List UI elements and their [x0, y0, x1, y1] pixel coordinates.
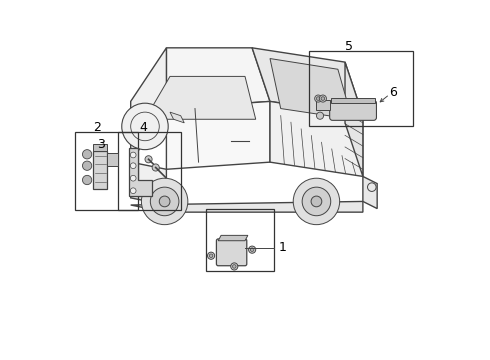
Circle shape — [130, 188, 136, 194]
Bar — [206, 208, 273, 271]
Polygon shape — [131, 180, 167, 205]
Polygon shape — [270, 102, 363, 176]
Circle shape — [207, 252, 215, 259]
Circle shape — [250, 248, 254, 251]
Polygon shape — [270, 59, 352, 119]
Polygon shape — [131, 162, 167, 187]
Text: 5: 5 — [344, 40, 353, 53]
Circle shape — [145, 156, 152, 163]
Polygon shape — [252, 48, 363, 116]
Text: 1: 1 — [279, 241, 287, 255]
Bar — [118, 132, 181, 210]
Polygon shape — [107, 153, 118, 166]
Polygon shape — [331, 98, 375, 103]
Bar — [75, 132, 138, 210]
Circle shape — [315, 95, 322, 102]
Polygon shape — [131, 202, 363, 212]
Circle shape — [130, 152, 136, 158]
FancyBboxPatch shape — [217, 239, 247, 266]
Circle shape — [317, 112, 323, 119]
Circle shape — [150, 187, 179, 216]
Bar — [309, 51, 413, 126]
Circle shape — [311, 196, 322, 207]
Circle shape — [130, 175, 136, 181]
Circle shape — [82, 150, 92, 159]
Polygon shape — [345, 62, 363, 176]
Circle shape — [231, 263, 238, 270]
Circle shape — [122, 103, 168, 150]
FancyBboxPatch shape — [330, 100, 376, 120]
Polygon shape — [167, 48, 270, 109]
Circle shape — [319, 95, 326, 102]
Polygon shape — [363, 176, 377, 208]
Text: 3: 3 — [98, 138, 105, 151]
Circle shape — [293, 178, 340, 225]
Circle shape — [142, 178, 188, 225]
Polygon shape — [218, 235, 248, 241]
Polygon shape — [167, 102, 270, 169]
Polygon shape — [129, 148, 152, 196]
Text: 4: 4 — [139, 121, 147, 134]
Circle shape — [209, 254, 213, 257]
Circle shape — [82, 175, 92, 185]
Circle shape — [232, 265, 236, 268]
Polygon shape — [170, 112, 184, 123]
Circle shape — [317, 97, 320, 100]
Circle shape — [130, 163, 136, 168]
Text: 2: 2 — [93, 121, 100, 134]
Polygon shape — [145, 76, 256, 119]
Polygon shape — [93, 152, 107, 189]
Circle shape — [152, 164, 159, 171]
Circle shape — [82, 161, 92, 170]
Bar — [317, 100, 330, 111]
Text: 6: 6 — [390, 86, 397, 99]
Circle shape — [248, 246, 256, 253]
Polygon shape — [131, 48, 167, 162]
Circle shape — [321, 97, 325, 100]
Polygon shape — [93, 144, 107, 152]
Circle shape — [159, 196, 170, 207]
Circle shape — [302, 187, 331, 216]
